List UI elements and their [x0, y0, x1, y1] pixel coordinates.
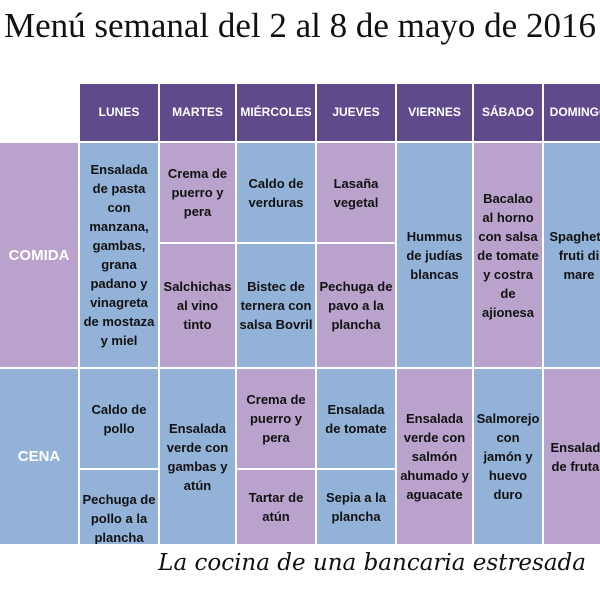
table-corner	[0, 84, 78, 141]
comida-lunes: Ensalada de pasta con manzana, gambas, g…	[80, 143, 158, 367]
cena-domingo: Ensalada de frutas	[544, 369, 600, 544]
comida-miercoles-2: Bistec de ternera con salsa Bovril	[237, 244, 315, 367]
comida-martes-2: Salchichas al vino tinto	[160, 244, 235, 367]
comida-miercoles-1: Caldo de verduras	[237, 143, 315, 242]
cena-jueves-1: Ensalada de tomate	[317, 369, 395, 468]
page-title: Menú semanal del 2 al 8 de mayo de 2016	[4, 6, 596, 45]
cena-martes: Ensalada verde con gambas y atún	[160, 369, 235, 544]
header-jueves: JUEVES	[317, 84, 395, 141]
header-miercoles: MIÉRCOLES	[237, 84, 315, 141]
cena-jueves-2: Sepia a la plancha	[317, 470, 395, 544]
blog-signature: La cocina de una bancaria estresada	[158, 550, 586, 576]
comida-jueves-2: Pechuga de pavo a la plancha	[317, 244, 395, 367]
comida-domingo: Spaghetti fruti di mare	[544, 143, 600, 367]
header-domingo: DOMINGO	[544, 84, 600, 141]
cena-miercoles-1: Crema de puerro y pera	[237, 369, 315, 468]
cena-miercoles-2: Tartar de atún	[237, 470, 315, 544]
comida-martes-1: Crema de puerro y pera	[160, 143, 235, 242]
row-label-cena: CENA	[0, 369, 78, 544]
header-martes: MARTES	[160, 84, 235, 141]
comida-sabado: Bacalao al horno con salsa de tomate y c…	[474, 143, 542, 367]
header-sabado: SÁBADO	[474, 84, 542, 141]
weekly-menu-table: LUNES MARTES MIÉRCOLES JUEVES VIERNES SÁ…	[0, 84, 600, 544]
row-label-comida: COMIDA	[0, 143, 78, 367]
cena-lunes-2: Pechuga de pollo a la plancha	[80, 470, 158, 544]
cena-sabado: Salmorejo con jamón y huevo duro	[474, 369, 542, 544]
cena-viernes: Ensalada verde con salmón ahumado y agua…	[397, 369, 472, 544]
comida-jueves-1: Lasaña vegetal	[317, 143, 395, 242]
header-viernes: VIERNES	[397, 84, 472, 141]
cena-lunes-1: Caldo de pollo	[80, 369, 158, 468]
comida-viernes: Hummus de judías blancas	[397, 143, 472, 367]
header-lunes: LUNES	[80, 84, 158, 141]
